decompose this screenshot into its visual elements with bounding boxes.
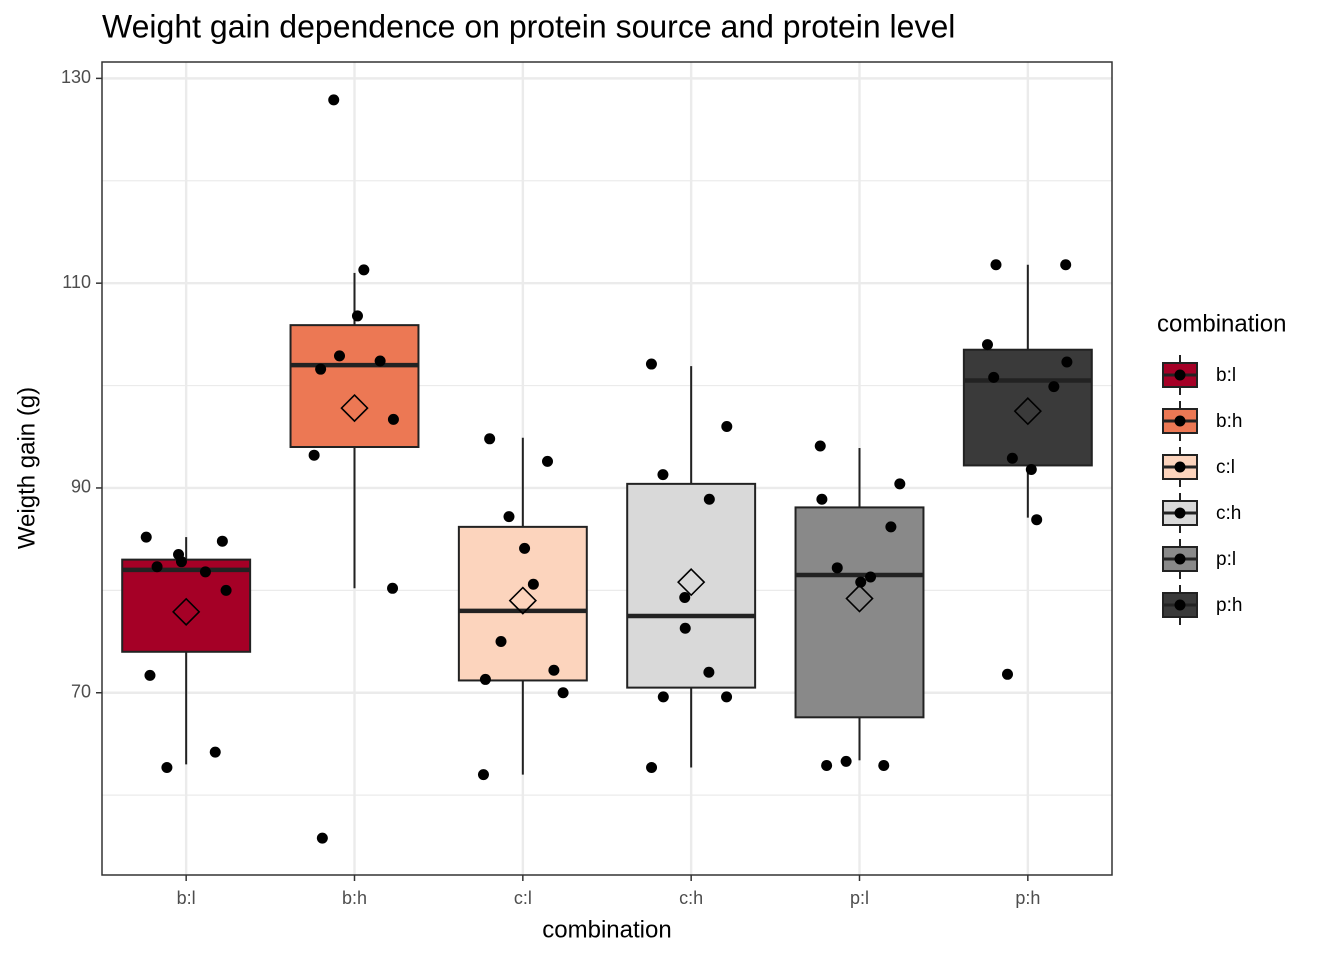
data-point [840, 755, 852, 767]
data-point [981, 339, 993, 351]
mean-marker [677, 568, 706, 597]
legend-label: p:l [1216, 549, 1236, 570]
data-point [173, 549, 185, 561]
legend-title: combination [1157, 310, 1286, 337]
data-point [351, 310, 363, 322]
data-point [216, 535, 228, 547]
legend-label: b:h [1216, 411, 1242, 432]
legend-key-point [1174, 599, 1186, 611]
data-point [151, 561, 163, 573]
box [626, 482, 757, 689]
y-tick-label: 90 [71, 477, 91, 497]
data-point [1060, 259, 1072, 271]
box [289, 324, 420, 448]
data-point [519, 542, 531, 554]
mean-marker [845, 584, 874, 613]
legend-key-point [1174, 507, 1186, 519]
chart-title: Weight gain dependence on protein source… [102, 8, 955, 44]
data-point [358, 264, 370, 276]
plot-border [101, 61, 1113, 876]
data-point [144, 669, 156, 681]
legend-label: b:l [1216, 365, 1236, 386]
data-point [316, 832, 328, 844]
y-tick-label: 110 [62, 272, 91, 292]
y-tick-label: 70 [71, 681, 91, 701]
data-point [477, 769, 489, 781]
data-point [703, 493, 715, 505]
x-tick-label: b:l [177, 888, 196, 908]
data-point [821, 759, 833, 771]
data-point [220, 584, 232, 596]
data-point [721, 691, 733, 703]
data-point [703, 666, 715, 678]
mean-marker [340, 393, 369, 423]
x-tick-label: b:h [342, 888, 367, 908]
data-point [679, 622, 691, 634]
data-point [865, 571, 877, 583]
data-point [328, 94, 340, 106]
x-axis-label: combination [542, 916, 671, 943]
data-point [374, 355, 386, 367]
data-point [1061, 356, 1073, 368]
legend-key-point [1174, 553, 1186, 565]
data-point [495, 636, 507, 648]
legend-key-point [1174, 461, 1186, 473]
x-tick-label: c:h [679, 888, 703, 908]
data-point [646, 761, 658, 773]
data-point [161, 761, 173, 773]
data-point [988, 371, 1000, 383]
data-point [878, 759, 890, 771]
data-point [387, 582, 399, 594]
data-point [1006, 452, 1018, 464]
data-point [831, 562, 843, 574]
data-point [527, 578, 539, 590]
data-point [814, 440, 826, 452]
x-tick-label: p:l [850, 888, 869, 908]
data-point [657, 469, 669, 481]
legend-label: c:h [1216, 503, 1241, 524]
data-point [679, 592, 691, 604]
data-point [479, 673, 491, 685]
data-point [199, 566, 211, 578]
data-point [885, 521, 897, 533]
data-point [990, 259, 1002, 271]
data-point [541, 455, 553, 467]
data-point [1048, 381, 1060, 393]
data-point [557, 687, 569, 699]
x-tick-label: c:l [514, 888, 532, 908]
data-point [721, 421, 733, 433]
data-point [645, 358, 657, 370]
data-point [503, 511, 515, 523]
x-tick-label: p:h [1015, 888, 1040, 908]
data-point [1025, 464, 1037, 476]
data-point [816, 493, 828, 505]
data-point [387, 413, 399, 425]
data-point [333, 350, 345, 362]
mean-marker [172, 597, 201, 626]
mean-marker [1013, 397, 1042, 426]
data-point [315, 363, 327, 375]
legend-label: c:l [1216, 457, 1235, 478]
data-point [657, 691, 669, 703]
data-point [484, 433, 496, 445]
data-point [1001, 668, 1013, 680]
data-point [308, 449, 320, 461]
data-point [140, 531, 152, 543]
data-point [548, 664, 560, 676]
box [962, 348, 1093, 467]
legend-label: p:h [1216, 595, 1242, 616]
box [121, 558, 252, 653]
legend-key-point [1174, 369, 1186, 381]
data-point [209, 746, 221, 758]
y-axis-label: Weigth gain (g) [13, 387, 40, 549]
y-tick-label: 130 [61, 67, 91, 87]
legend-key-point [1174, 415, 1186, 427]
mean-marker [508, 586, 537, 615]
data-point [1031, 514, 1043, 526]
data-point [855, 576, 867, 588]
data-point [894, 478, 906, 490]
